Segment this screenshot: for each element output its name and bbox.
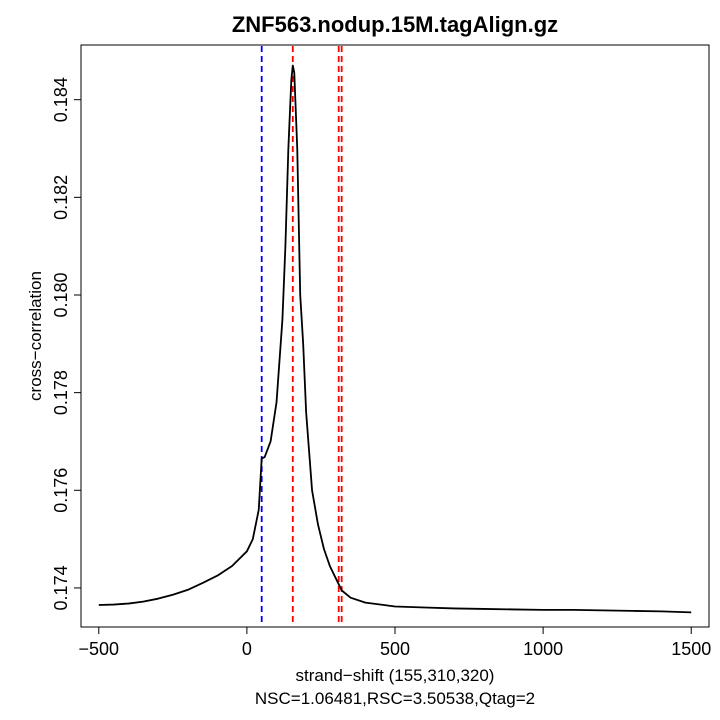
y-tick-label-4: 0.182	[51, 175, 71, 220]
y-tick-label-1: 0.176	[51, 468, 71, 513]
y-tick-label-2: 0.178	[51, 370, 71, 415]
chart-title: ZNF563.nodup.15M.tagAlign.gz	[232, 12, 558, 37]
series-line-0	[98, 64, 692, 614]
x-tick-label-3: 1000	[523, 639, 563, 659]
series-lines	[98, 64, 692, 614]
x-tick-label-1: 0	[242, 639, 252, 659]
y-axis: 0.174 0.176 0.178 0.180 0.182 0.184	[51, 77, 81, 610]
y-tick-label-5: 0.184	[51, 77, 71, 122]
x-tick-label-0: −500	[79, 639, 120, 659]
x-tick-label-4: 1500	[671, 639, 711, 659]
x-axis-label: strand−shift (155,310,320)	[296, 666, 495, 685]
chart-subtitle: NSC=1.06481,RSC=3.50538,Qtag=2	[255, 689, 535, 708]
x-axis: −500 0 500 1000 1500	[79, 627, 711, 659]
y-tick-label-3: 0.180	[51, 272, 71, 317]
y-axis-label: cross−correlation	[26, 271, 45, 401]
x-tick-label-2: 500	[380, 639, 410, 659]
reference-lines	[260, 46, 343, 626]
y-tick-label-0: 0.174	[51, 565, 71, 610]
